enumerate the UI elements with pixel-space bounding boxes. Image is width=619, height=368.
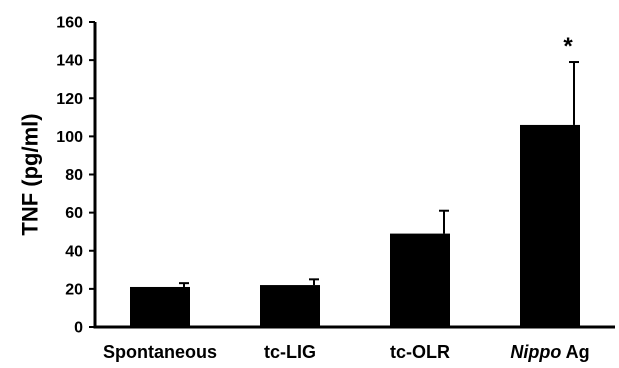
annotations: *	[563, 33, 573, 60]
y-tick-label: 80	[65, 167, 83, 184]
y-axis-title-group: TNF (pg/ml)	[18, 113, 43, 235]
y-tick-label: 160	[56, 15, 83, 32]
x-tick-label: tc-OLR	[390, 342, 450, 362]
y-tick-label: 60	[65, 205, 83, 222]
x-tick-label-rest: Ag	[561, 342, 589, 362]
x-tick-label: tc-LIG	[264, 342, 316, 362]
bars	[130, 124, 580, 327]
bar	[260, 285, 320, 327]
error-bars	[179, 61, 579, 287]
y-tick-label: 40	[65, 243, 83, 260]
x-tick-label-italic: Nippo	[510, 342, 561, 362]
y-tick-label: 100	[56, 129, 83, 146]
y-tick-label: 0	[74, 320, 83, 337]
bar	[390, 233, 450, 327]
y-axis-title: TNF (pg/ml)	[18, 113, 43, 235]
x-tick-label: Nippo Ag	[510, 342, 589, 362]
y-tick-label: 140	[56, 53, 83, 70]
bar	[520, 124, 580, 327]
significance-marker: *	[563, 33, 573, 60]
y-tick-label: 120	[56, 91, 83, 108]
bar	[130, 286, 190, 327]
x-tick-label: Spontaneous	[103, 342, 217, 362]
x-tick-labels: Spontaneous tc-LIG tc-OLR Nippo Ag	[103, 342, 590, 362]
y-tick-label: 20	[65, 281, 83, 298]
y-ticks: 0 20 40 60 80 100 120 140 160	[56, 15, 95, 337]
